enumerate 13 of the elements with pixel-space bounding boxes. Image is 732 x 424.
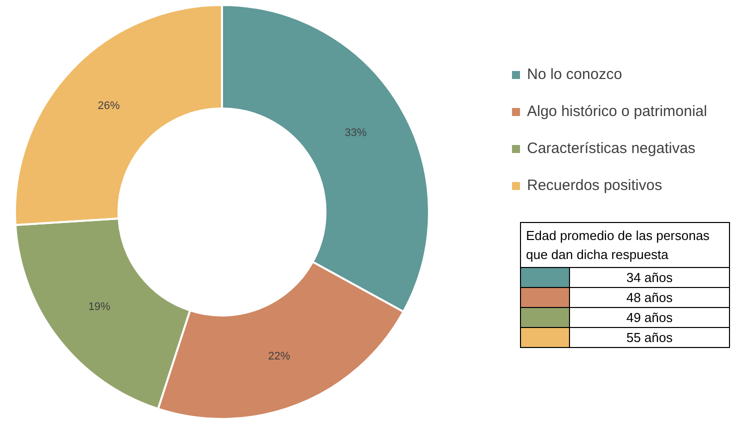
legend-label: Algo histórico o patrimonial [527,103,708,120]
legend-label: Recuerdos positivos [527,177,662,194]
data-label: 19% [88,301,111,314]
text: 34 años [570,268,730,288]
text: Edad promedio de las personas que dan dicha respuesta [520,222,730,268]
legend-label: No lo conozco [527,66,622,83]
data-label: 22% [268,350,290,362]
text: 49 años [570,308,730,328]
text: 48 años [570,288,730,308]
data-label: 26% [98,100,120,112]
legend-label: Características negativas [527,140,696,157]
data-label: 33% [344,127,367,140]
text: 55 años [570,328,730,348]
